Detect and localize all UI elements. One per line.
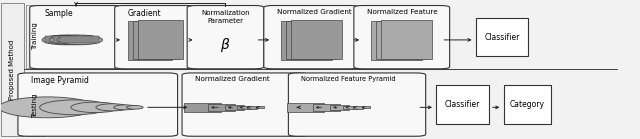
- Bar: [476, 18, 528, 56]
- FancyBboxPatch shape: [29, 6, 122, 69]
- Text: Image Pyramid: Image Pyramid: [31, 76, 88, 85]
- Bar: [291, 20, 342, 59]
- Bar: [138, 20, 182, 59]
- Text: Classifier: Classifier: [445, 100, 480, 109]
- Circle shape: [40, 100, 109, 115]
- FancyBboxPatch shape: [115, 6, 196, 69]
- Bar: [26, 74, 45, 136]
- Text: Normalized Feature: Normalized Feature: [367, 9, 437, 15]
- Bar: [381, 20, 433, 59]
- Bar: [60, 36, 99, 44]
- FancyBboxPatch shape: [354, 6, 450, 69]
- Text: Normalized Gradient: Normalized Gradient: [276, 9, 351, 15]
- FancyBboxPatch shape: [187, 6, 264, 69]
- Text: Classifier: Classifier: [484, 33, 520, 42]
- FancyBboxPatch shape: [18, 73, 177, 136]
- Bar: [184, 103, 221, 112]
- Text: Sample: Sample: [44, 9, 73, 18]
- Text: Category: Category: [510, 100, 545, 109]
- Bar: [1, 3, 24, 136]
- Text: Proposed Method: Proposed Method: [9, 39, 15, 100]
- Bar: [436, 85, 488, 124]
- FancyBboxPatch shape: [289, 73, 426, 136]
- Bar: [504, 85, 552, 124]
- Bar: [52, 36, 92, 44]
- Circle shape: [71, 102, 120, 113]
- Circle shape: [58, 35, 102, 45]
- Circle shape: [114, 105, 137, 110]
- FancyBboxPatch shape: [264, 6, 360, 69]
- Bar: [353, 106, 364, 109]
- Circle shape: [96, 104, 129, 111]
- Bar: [225, 105, 244, 110]
- Bar: [371, 21, 422, 60]
- Bar: [247, 106, 257, 109]
- Bar: [376, 21, 428, 59]
- Text: Gradient: Gradient: [127, 9, 161, 18]
- Bar: [237, 106, 251, 109]
- Bar: [133, 21, 177, 59]
- Bar: [208, 104, 235, 111]
- Circle shape: [42, 35, 87, 45]
- Bar: [256, 106, 264, 108]
- Bar: [128, 21, 173, 60]
- Bar: [362, 106, 370, 108]
- Circle shape: [50, 35, 95, 45]
- Bar: [281, 21, 332, 60]
- Bar: [26, 5, 45, 68]
- Text: Normalized Feature Pyramid: Normalized Feature Pyramid: [301, 76, 395, 82]
- FancyBboxPatch shape: [182, 73, 308, 136]
- Bar: [286, 21, 337, 59]
- Text: Normalized Gradient: Normalized Gradient: [195, 76, 269, 82]
- Bar: [287, 103, 324, 112]
- Bar: [45, 36, 84, 44]
- Text: Testing: Testing: [32, 93, 38, 118]
- Circle shape: [0, 97, 96, 118]
- Text: Normalization
Parameter: Normalization Parameter: [201, 10, 250, 24]
- Bar: [343, 106, 357, 109]
- Bar: [330, 105, 349, 110]
- Circle shape: [127, 106, 143, 109]
- Text: $\beta$: $\beta$: [220, 36, 230, 54]
- Text: Training: Training: [32, 23, 38, 50]
- Bar: [313, 104, 340, 111]
